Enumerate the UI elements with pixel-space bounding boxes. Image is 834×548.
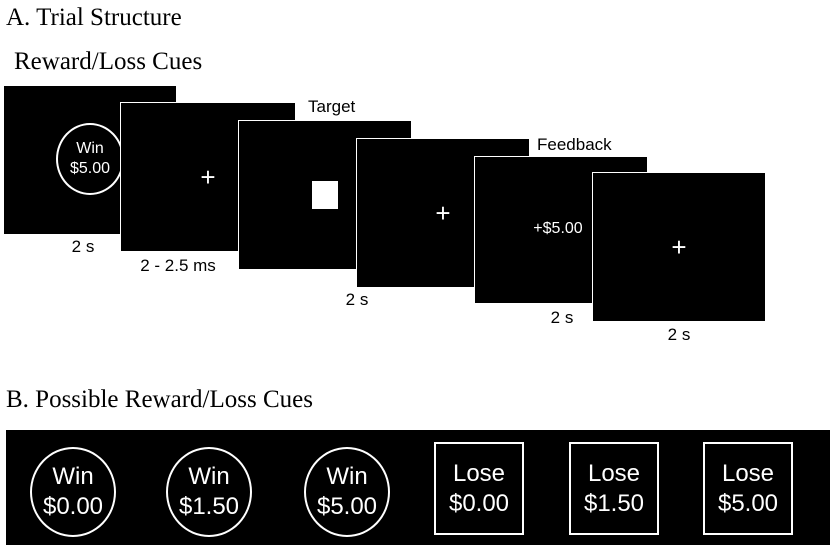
win-cue-oval: Win $5.00 [304,447,390,537]
lose-cue-square: Lose $5.00 [703,442,793,535]
cue-label: Lose [452,459,506,487]
panel-b-title: B. Possible Reward/Loss Cues [6,386,313,413]
duration-label: 2 s [71,237,95,256]
cue-label: Lose [721,459,775,487]
cue-amount: $5.00 [69,160,111,177]
cue-label: Win [76,140,104,157]
cue-label: Win [326,463,368,490]
cue-amount: $5.00 [316,493,378,520]
win-cue-oval: Win $1.50 [166,447,252,537]
win-cue-oval: Win $5.00 [56,123,124,195]
cue-amount: $1.50 [178,493,240,520]
cue-amount: $0.00 [448,489,510,517]
panel-a-subtitle: Reward/Loss Cues [14,48,203,75]
cue-label: Win [52,463,94,490]
feedback-amount: +$5.00 [533,220,583,237]
fixation-cross: + [671,232,687,262]
fixation-cross: + [200,162,216,192]
lose-cue-square: Lose $1.50 [569,442,659,535]
duration-label: 2 s [345,290,369,309]
lose-cue-square: Lose $0.00 [434,442,524,535]
trial-screen-fixation-3: + [592,172,766,322]
cue-amount: $0.00 [42,493,104,520]
target-square [312,181,338,209]
target-stage-label: Target [308,97,356,116]
possible-cues-bar: Win $0.00 Win $1.50 Win $5.00 Lose $0.00… [6,430,830,545]
win-cue-oval: Win $0.00 [30,447,116,537]
fixation-cross: + [435,198,451,228]
duration-label: 2 - 2.5 ms [140,256,216,275]
cue-amount: $5.00 [717,489,779,517]
duration-label: 2 s [550,308,574,327]
cue-label: Win [188,463,230,490]
duration-label: 2 s [667,325,691,344]
panel-a-title: A. Trial Structure [6,4,182,31]
cue-label: Lose [587,459,641,487]
cue-amount: $1.50 [583,489,645,517]
feedback-stage-label: Feedback [537,135,612,154]
